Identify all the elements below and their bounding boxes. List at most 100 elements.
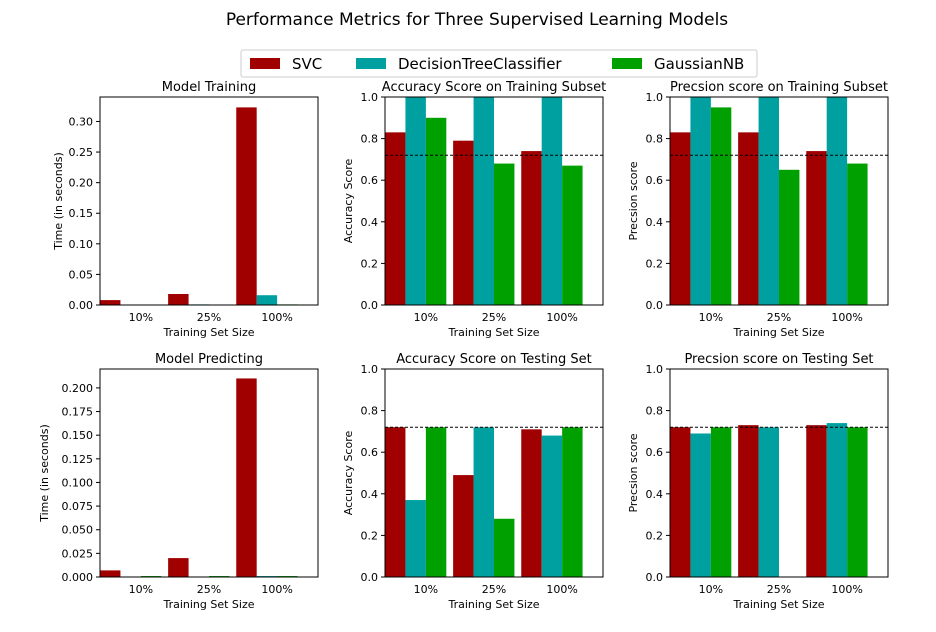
bar-model-training-svc-0 (100, 300, 120, 305)
bar-precision-testing-decisiontree-2 (827, 423, 847, 577)
ytick-label-precision-testing-0: 0.0 (646, 571, 664, 584)
xtick-label-accuracy-testing-2: 100% (546, 583, 577, 596)
bar-precision-testing-gaussiannb-2 (847, 427, 867, 577)
ytick-label-accuracy-testing-5: 1.0 (361, 363, 379, 376)
legend-label-svc: SVC (292, 55, 322, 73)
ylabel-precision-training: Precsion score (627, 161, 640, 240)
ytick-label-precision-training-5: 1.0 (646, 91, 664, 104)
ytick-label-accuracy-training-4: 0.8 (361, 133, 379, 146)
ytick-label-accuracy-testing-1: 0.2 (361, 529, 379, 542)
ytick-label-model-predicting-7: 0.175 (62, 406, 94, 419)
bar-precision-training-svc-0 (670, 132, 690, 305)
xlabel-precision-training: Training Set Size (732, 326, 824, 339)
ytick-label-precision-training-1: 0.2 (646, 257, 664, 270)
subplot-precision-training: 0.00.20.40.60.81.010%25%100%Precsion sco… (627, 80, 888, 339)
bar-accuracy-training-svc-2 (521, 151, 541, 305)
axes-frame-model-training (100, 97, 318, 305)
ytick-label-accuracy-testing-2: 0.4 (361, 488, 379, 501)
ytick-label-accuracy-testing-0: 0.0 (361, 571, 379, 584)
xtick-label-precision-testing-2: 100% (831, 583, 862, 596)
subplot-title-model-predicting: Model Predicting (155, 352, 263, 367)
xlabel-accuracy-testing: Training Set Size (447, 598, 539, 611)
bar-model-predicting-svc-0 (100, 570, 120, 577)
ytick-label-model-predicting-0: 0.000 (62, 571, 94, 584)
axes-frame-model-predicting (100, 369, 318, 577)
ytick-label-model-training-6: 0.30 (69, 115, 94, 128)
bar-model-training-svc-1 (168, 294, 188, 305)
ytick-label-precision-testing-3: 0.6 (646, 446, 664, 459)
xtick-label-precision-training-2: 100% (831, 311, 862, 324)
ytick-label-model-predicting-6: 0.150 (62, 429, 94, 442)
subplot-accuracy-training: 0.00.20.40.60.81.010%25%100%Accuracy Sco… (342, 80, 606, 339)
bar-precision-training-decisiontree-0 (690, 97, 710, 305)
ytick-label-model-predicting-3: 0.075 (62, 500, 94, 513)
ylabel-accuracy-testing: Accuracy Score (342, 431, 355, 516)
ytick-label-precision-training-2: 0.4 (646, 216, 664, 229)
ytick-label-model-training-2: 0.10 (69, 238, 94, 251)
bar-accuracy-testing-gaussiannb-1 (494, 519, 514, 577)
ytick-label-precision-testing-4: 0.8 (646, 405, 664, 418)
ytick-label-model-training-4: 0.20 (69, 177, 94, 190)
bar-accuracy-testing-decisiontree-1 (474, 427, 494, 577)
ytick-label-accuracy-training-1: 0.2 (361, 257, 379, 270)
legend: SVC DecisionTreeClassifier GaussianNB (241, 50, 757, 77)
ytick-label-accuracy-training-0: 0.0 (361, 299, 379, 312)
ytick-label-precision-training-0: 0.0 (646, 299, 664, 312)
xlabel-model-predicting: Training Set Size (162, 598, 254, 611)
xtick-label-precision-training-0: 10% (699, 311, 723, 324)
legend-label-gaussiannb: GaussianNB (654, 55, 744, 73)
xtick-label-precision-testing-1: 25% (767, 583, 791, 596)
bar-accuracy-training-decisiontree-0 (405, 97, 425, 305)
bar-accuracy-testing-gaussiannb-0 (426, 427, 446, 577)
subplot-title-accuracy-testing: Accuracy Score on Testing Set (396, 352, 592, 367)
xlabel-accuracy-training: Training Set Size (447, 326, 539, 339)
ytick-label-accuracy-testing-4: 0.8 (361, 405, 379, 418)
bar-accuracy-testing-svc-0 (385, 427, 405, 577)
figure-title: Performance Metrics for Three Supervised… (226, 10, 728, 30)
bar-accuracy-testing-decisiontree-0 (405, 500, 425, 577)
bar-accuracy-training-decisiontree-1 (474, 97, 494, 305)
subplot-model-predicting: 0.0000.0250.0500.0750.1000.1250.1500.175… (38, 352, 318, 611)
bar-precision-training-decisiontree-2 (827, 97, 847, 305)
ytick-label-precision-testing-5: 1.0 (646, 363, 664, 376)
xlabel-model-training: Training Set Size (162, 326, 254, 339)
ytick-label-model-predicting-5: 0.125 (62, 453, 94, 466)
xtick-label-precision-testing-0: 10% (699, 583, 723, 596)
xtick-label-accuracy-training-1: 25% (482, 311, 506, 324)
bar-accuracy-testing-svc-1 (453, 475, 473, 577)
ytick-label-model-predicting-8: 0.200 (62, 382, 94, 395)
bar-accuracy-training-svc-1 (453, 141, 473, 305)
bar-model-predicting-svc-1 (168, 558, 188, 577)
ytick-label-accuracy-training-3: 0.6 (361, 174, 379, 187)
subplot-title-accuracy-training: Accuracy Score on Training Subset (382, 80, 606, 95)
xlabel-precision-testing: Training Set Size (732, 598, 824, 611)
bar-precision-training-svc-1 (738, 132, 758, 305)
legend-swatch-decisiontree (356, 58, 386, 69)
legend-swatch-gaussiannb (612, 58, 642, 69)
bar-accuracy-training-svc-0 (385, 132, 405, 305)
bar-precision-testing-svc-2 (806, 425, 826, 577)
subplot-title-precision-training: Precsion score on Training Subset (670, 80, 888, 95)
subplot-accuracy-testing: 0.00.20.40.60.81.010%25%100%Accuracy Sco… (342, 352, 603, 611)
xtick-label-accuracy-training-0: 10% (414, 311, 438, 324)
subplot-precision-testing: 0.00.20.40.60.81.010%25%100%Precsion sco… (627, 352, 888, 611)
ytick-label-accuracy-training-2: 0.4 (361, 216, 379, 229)
bar-accuracy-testing-decisiontree-2 (542, 436, 562, 577)
xtick-label-model-predicting-1: 25% (197, 583, 221, 596)
xtick-label-model-training-1: 25% (197, 311, 221, 324)
bar-precision-training-gaussiannb-1 (779, 170, 799, 305)
legend-swatch-svc (250, 58, 280, 69)
bar-precision-training-svc-2 (806, 151, 826, 305)
bar-accuracy-testing-svc-2 (521, 429, 541, 577)
subplots: 0.000.050.100.150.200.250.3010%25%100%Mo… (38, 80, 888, 611)
xtick-label-model-predicting-2: 100% (261, 583, 292, 596)
ytick-label-model-training-3: 0.15 (69, 207, 94, 220)
bar-precision-training-gaussiannb-0 (711, 107, 731, 305)
bar-precision-testing-decisiontree-0 (690, 433, 710, 577)
bar-precision-testing-decisiontree-1 (759, 427, 779, 577)
xtick-label-model-predicting-0: 10% (129, 583, 153, 596)
bar-accuracy-testing-gaussiannb-2 (562, 427, 582, 577)
bar-precision-training-decisiontree-1 (759, 97, 779, 305)
